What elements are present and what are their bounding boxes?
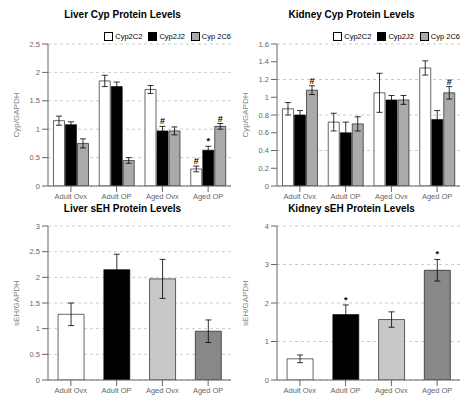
- html-text:Cyp 2C6: Cyp 2C6: [201, 32, 231, 41]
- svg-text:Aged OP: Aged OP: [422, 192, 452, 201]
- svg-text:Adult OP: Adult OP: [102, 192, 132, 201]
- svg-text:0.6: 0.6: [259, 128, 269, 137]
- svg-text:#: #: [309, 76, 314, 86]
- svg-text:0: 0: [265, 376, 269, 385]
- svg-text:0.5: 0.5: [30, 350, 40, 359]
- svg-text:1.4: 1.4: [259, 57, 269, 66]
- svg-text:sEH/GAPDH: sEH/GAPDH: [12, 280, 21, 326]
- svg-text:Aged OP: Aged OP: [193, 386, 223, 395]
- svg-text:Aged Ovx: Aged Ovx: [146, 192, 179, 201]
- svg-text:2: 2: [265, 299, 269, 308]
- svg-text:*: *: [206, 136, 210, 146]
- svg-text:2.5: 2.5: [30, 247, 40, 256]
- svg-text:sEH/GAPDH: sEH/GAPDH: [241, 280, 250, 326]
- svg-text:0: 0: [36, 376, 40, 385]
- svg-text:Aged Ovx: Aged Ovx: [375, 386, 408, 395]
- html-text:Kidney sEH Protein Levels: Kidney sEH Protein Levels: [288, 203, 415, 214]
- svg-text:0: 0: [36, 182, 40, 191]
- svg-text:1: 1: [265, 93, 269, 102]
- svg-text:1: 1: [36, 324, 40, 333]
- svg-text:Aged OP: Aged OP: [422, 386, 452, 395]
- svg-text:Adult OP: Adult OP: [331, 192, 361, 201]
- svg-text:#: #: [194, 156, 199, 166]
- svg-text:Cyp/GAPDH: Cyp/GAPDH: [241, 92, 250, 137]
- html-text:Kidney Cyp Protein Levels: Kidney Cyp Protein Levels: [288, 9, 415, 20]
- svg-text:#: #: [447, 77, 452, 87]
- svg-text:0: 0: [265, 182, 269, 191]
- svg-text:1.5: 1.5: [30, 96, 40, 105]
- svg-text:1.2: 1.2: [259, 75, 269, 84]
- svg-text:Adult Ovx: Adult Ovx: [55, 386, 88, 395]
- html-text:Cyp2C2: Cyp2C2: [115, 32, 143, 41]
- svg-text:2: 2: [36, 68, 40, 77]
- svg-text:Aged OP: Aged OP: [193, 192, 223, 201]
- svg-text:Aged Ovx: Aged Ovx: [375, 192, 408, 201]
- svg-text:#: #: [218, 114, 223, 124]
- svg-text:Aged Ovx: Aged Ovx: [146, 386, 179, 395]
- svg-text:2.5: 2.5: [30, 40, 40, 49]
- svg-text:1: 1: [36, 125, 40, 134]
- svg-text:1.6: 1.6: [259, 40, 269, 49]
- svg-text:Adult Ovx: Adult Ovx: [284, 386, 317, 395]
- html-text:Cyp2J2: Cyp2J2: [159, 32, 185, 41]
- svg-text:0.8: 0.8: [259, 111, 269, 120]
- svg-text:4: 4: [265, 222, 269, 231]
- svg-text:0.4: 0.4: [259, 146, 269, 155]
- svg-text:Adult OP: Adult OP: [102, 386, 132, 395]
- svg-text:2: 2: [36, 273, 40, 282]
- svg-text:Adult OP: Adult OP: [331, 386, 361, 395]
- svg-text:Adult Ovx: Adult Ovx: [55, 192, 88, 201]
- svg-text:#: #: [160, 116, 165, 126]
- svg-text:*: *: [344, 295, 348, 305]
- svg-text:Adult Ovx: Adult Ovx: [284, 192, 317, 201]
- html-text:Liver sEH Protein Levels: Liver sEH Protein Levels: [63, 203, 182, 214]
- html-text:Cyp 2C6: Cyp 2C6: [430, 32, 460, 41]
- svg-text:0.2: 0.2: [259, 164, 269, 173]
- svg-text:3: 3: [36, 222, 40, 231]
- svg-text:*: *: [436, 249, 440, 259]
- html-text:Cyp2C2: Cyp2C2: [344, 32, 372, 41]
- svg-text:0.5: 0.5: [30, 153, 40, 162]
- svg-text:Cyp/GAPDH: Cyp/GAPDH: [12, 92, 21, 137]
- html-text:Cyp2J2: Cyp2J2: [388, 32, 414, 41]
- svg-text:3: 3: [265, 260, 269, 269]
- svg-text:1: 1: [265, 337, 269, 346]
- svg-text:1.5: 1.5: [30, 299, 40, 308]
- html-text:Liver Cyp Protein Levels: Liver Cyp Protein Levels: [64, 9, 181, 20]
